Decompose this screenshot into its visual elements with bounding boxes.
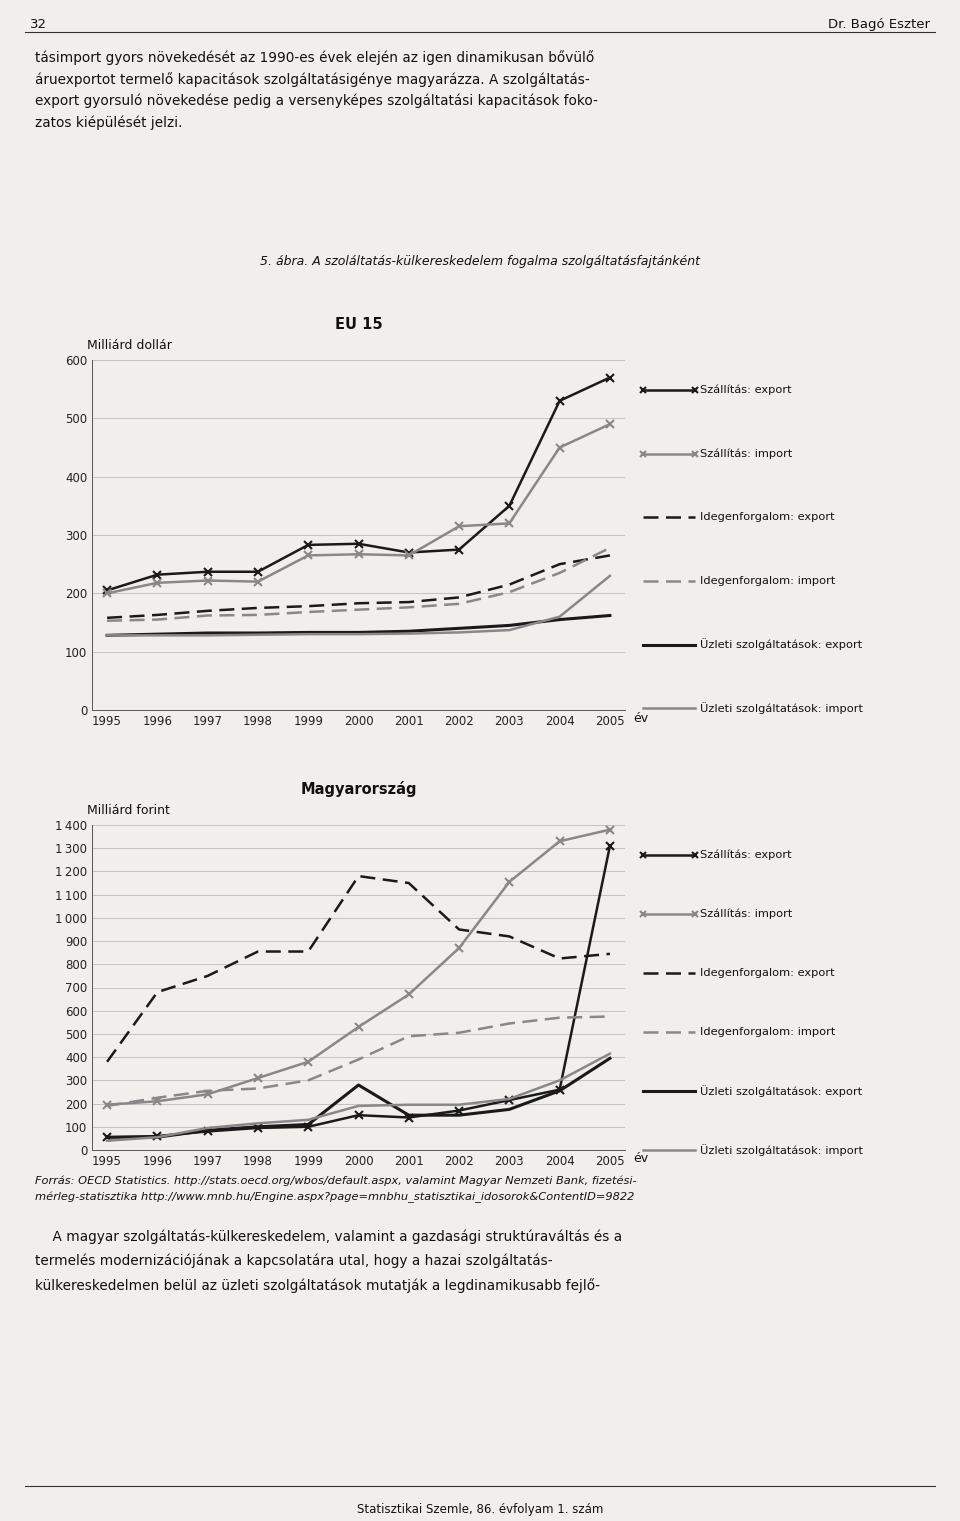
Text: 32: 32	[30, 18, 47, 30]
Text: Üzleti szolgáltatások: export: Üzleti szolgáltatások: export	[700, 639, 862, 651]
Text: év: év	[633, 1151, 648, 1165]
Text: Forrás: OECD Statistics. http://stats.oecd.org/wbos/default.aspx, valamint Magya: Forrás: OECD Statistics. http://stats.oe…	[35, 1176, 636, 1185]
Text: Üzleti szolgáltatások: export: Üzleti szolgáltatások: export	[700, 1086, 862, 1097]
Text: Idegenforgalom: import: Idegenforgalom: import	[700, 1027, 835, 1037]
Text: év: év	[633, 712, 648, 726]
Text: áruexportot termelő kapacitások szolgáltatásigénye magyarázza. A szolgáltatás-: áruexportot termelő kapacitások szolgált…	[35, 71, 589, 87]
Text: Milliárd dollár: Milliárd dollár	[87, 339, 172, 351]
Text: termelés modernizációjának a kapcsolatára utal, hogy a hazai szolgáltatás-: termelés modernizációjának a kapcsolatár…	[35, 1253, 553, 1269]
Text: export gyorsuló növekedése pedig a versenyképes szolgáltatási kapacitások foko-: export gyorsuló növekedése pedig a verse…	[35, 94, 598, 108]
Text: mérleg-statisztika http://www.mnb.hu/Engine.aspx?page=mnbhu_statisztikai_idosoro: mérleg-statisztika http://www.mnb.hu/Eng…	[35, 1192, 635, 1203]
Text: külkereskedelmen belül az üzleti szolgáltatások mutatják a legdinamikusabb fejlő: külkereskedelmen belül az üzleti szolgál…	[35, 1278, 600, 1293]
Text: Idegenforgalom: import: Idegenforgalom: import	[700, 576, 835, 586]
Text: Idegenforgalom: export: Idegenforgalom: export	[700, 969, 834, 978]
Text: A magyar szolgáltatás-külkereskedelem, valamint a gazdasági struktúraváltás és a: A magyar szolgáltatás-külkereskedelem, v…	[35, 1230, 622, 1244]
Text: EU 15: EU 15	[335, 316, 382, 332]
Text: Szállítás: import: Szállítás: import	[700, 910, 792, 919]
Text: Statisztikai Szemle, 86. évfolyam 1. szám: Statisztikai Szemle, 86. évfolyam 1. szá…	[357, 1503, 603, 1516]
Text: Üzleti szolgáltatások: import: Üzleti szolgáltatások: import	[700, 703, 863, 715]
Text: tásimport gyors növekedését az 1990-es évek elején az igen dinamikusan bővülő: tásimport gyors növekedését az 1990-es é…	[35, 50, 594, 65]
Text: Szállítás: import: Szállítás: import	[700, 449, 792, 459]
Text: Üzleti szolgáltatások: import: Üzleti szolgáltatások: import	[700, 1144, 863, 1156]
Text: Szállítás: export: Szállítás: export	[700, 850, 792, 861]
Text: Magyarország: Magyarország	[300, 780, 417, 797]
Text: Dr. Bagó Eszter: Dr. Bagó Eszter	[828, 18, 930, 30]
Text: Milliárd forint: Milliárd forint	[87, 805, 170, 817]
Text: 5. ábra. A szoláltatás-külkereskedelem fogalma szolgáltatásfajtánként: 5. ábra. A szoláltatás-külkereskedelem f…	[260, 256, 700, 268]
Text: Idegenforgalom: export: Idegenforgalom: export	[700, 513, 834, 522]
Text: Szállítás: export: Szállítás: export	[700, 385, 792, 395]
Text: zatos kiépülését jelzi.: zatos kiépülését jelzi.	[35, 116, 182, 131]
